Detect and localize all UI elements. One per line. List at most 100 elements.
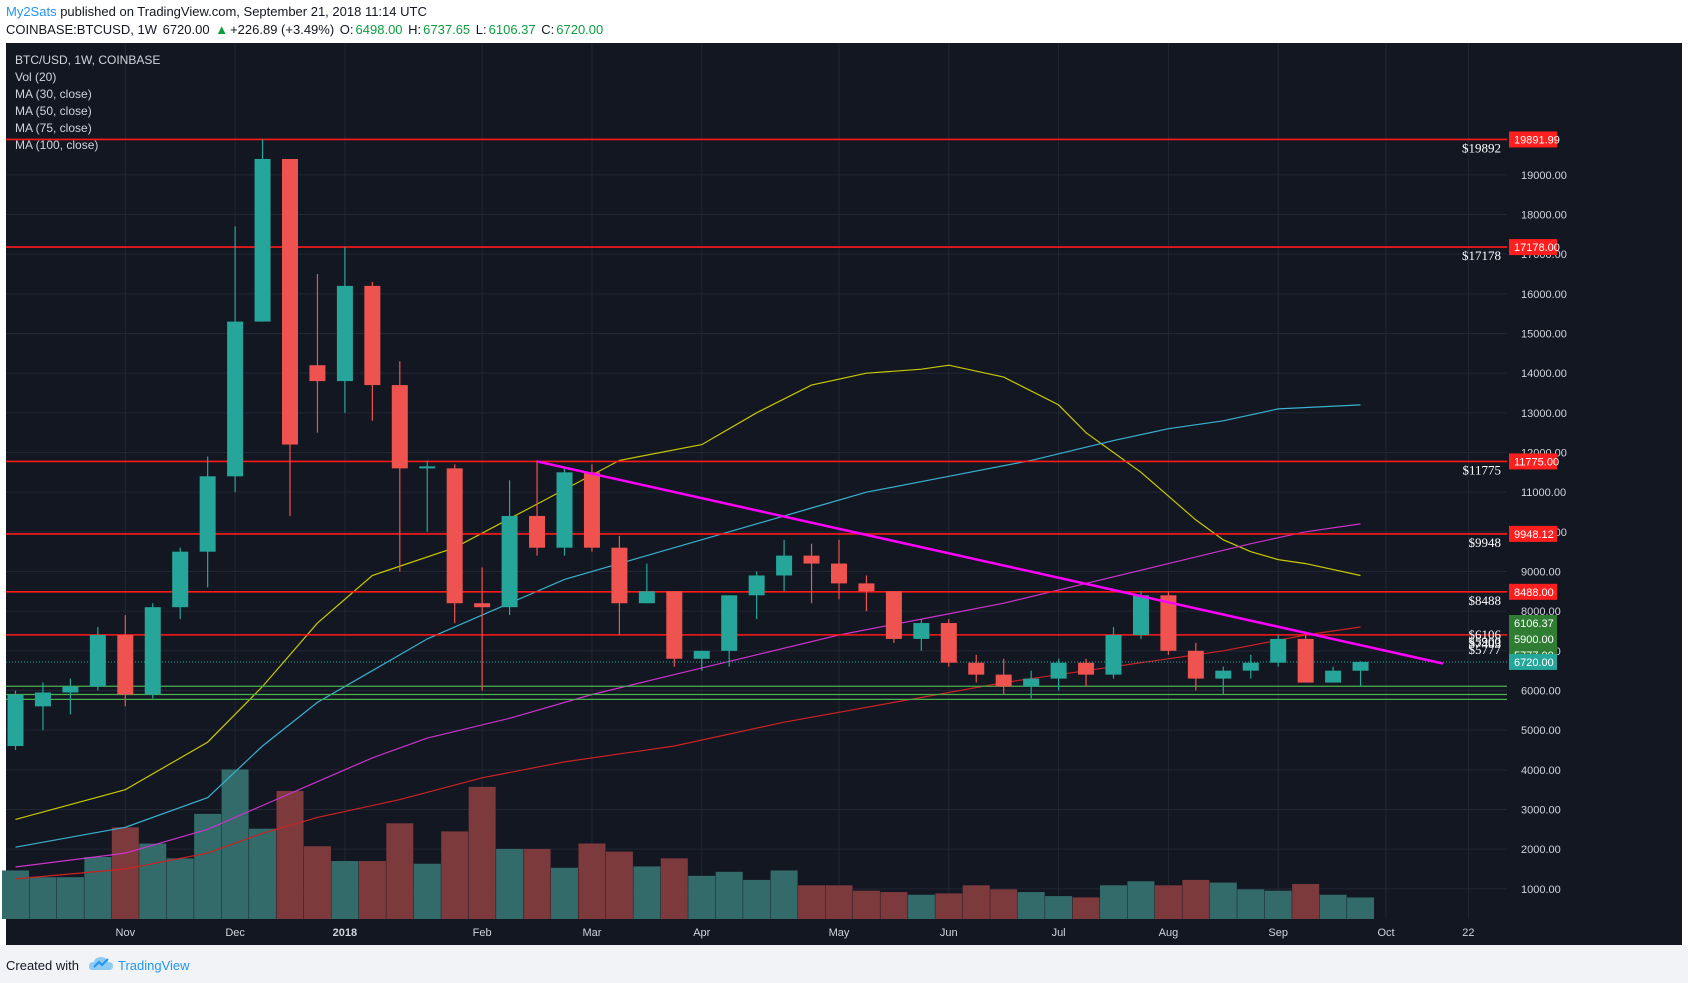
tradingview-brand-link[interactable]: TradingView	[118, 958, 190, 973]
high-value: 6737.65	[423, 22, 471, 37]
time-axis-tick-label: Mar	[582, 927, 601, 939]
legend-volume[interactable]: Vol (20)	[15, 70, 57, 84]
candle-body	[309, 365, 326, 382]
price-chart[interactable]: $19892 $17178 $11775 $9948 $8488 $7403$6106$5…	[0, 43, 1688, 945]
publish-header: My2Sats published on TradingView.com, Se…	[0, 0, 1688, 43]
candle-body	[529, 515, 546, 548]
publish-line: My2Sats published on TradingView.com, Se…	[6, 4, 427, 19]
candle-body	[611, 547, 628, 604]
candle-body	[364, 285, 381, 386]
candle-body	[1352, 661, 1369, 671]
volume-bar	[221, 769, 249, 919]
price-axis-tick-label: 11000.00	[1521, 487, 1566, 499]
candle-body	[172, 551, 189, 608]
candle-body	[254, 158, 271, 322]
price-axis-tick-label: 13000.00	[1521, 408, 1567, 420]
price-axis-tick-label: 5000.00	[1521, 725, 1561, 737]
candle-body	[1215, 670, 1232, 679]
legend-ma50[interactable]: MA (50, close)	[15, 104, 92, 118]
level-price-label: $8488	[1469, 593, 1502, 608]
candle-body	[831, 563, 847, 584]
open-label: O:	[339, 22, 354, 37]
level-price-label: $7403	[1469, 636, 1502, 651]
volume-bar	[551, 867, 578, 919]
candle-body	[1187, 650, 1204, 679]
candle-body	[144, 607, 161, 695]
candle-body	[748, 575, 765, 596]
price-axis-tick-label: 14000.00	[1521, 368, 1567, 380]
volume-bar	[111, 827, 139, 919]
volume-bar	[798, 885, 826, 919]
price-tag: 19891.99	[1514, 134, 1560, 146]
moving-average-line	[15, 626, 1361, 880]
volume-bar	[1292, 883, 1320, 919]
price-tag-bg	[1509, 583, 1557, 600]
price-axis-tick-label: 16000.00	[1521, 289, 1567, 301]
created-with-text: Created with	[6, 958, 79, 973]
candle-body	[62, 686, 79, 693]
volume-bar	[1100, 885, 1127, 919]
volume-bar	[715, 871, 743, 919]
legend-ma75[interactable]: MA (75, close)	[15, 121, 92, 135]
candle-body	[1023, 678, 1040, 687]
trendline	[536, 460, 1444, 665]
volume-bar	[468, 786, 496, 919]
volume-bar	[688, 875, 716, 919]
price-tag-bg	[1509, 615, 1557, 631]
volume-bar	[303, 846, 331, 919]
volume-bar	[633, 866, 661, 919]
volume-bar	[1154, 885, 1182, 919]
candle-body	[7, 694, 24, 747]
volume-bar	[331, 861, 359, 919]
price-axis-tick-label: 6000.00	[1521, 685, 1561, 697]
moving-average-line	[15, 404, 1361, 848]
price-tag: 5900.00	[1514, 634, 1554, 646]
volume-bar	[1072, 897, 1100, 919]
volume-bar	[496, 848, 524, 919]
candle-body	[1270, 638, 1287, 663]
volume-bar	[386, 823, 414, 919]
volume-bar	[413, 863, 441, 919]
volume-bar	[1045, 896, 1073, 919]
candle-body	[282, 158, 298, 445]
volume-bar	[825, 885, 853, 919]
moving-average-line	[15, 523, 1361, 868]
author-link[interactable]: My2Sats	[6, 4, 57, 19]
legend-ma30[interactable]: MA (30, close)	[15, 87, 92, 101]
last-price-tag-bg	[1509, 653, 1557, 670]
candle-body	[1132, 595, 1149, 635]
volume-bar	[441, 831, 469, 919]
candle-body	[556, 472, 573, 548]
level-price-label: $9948	[1469, 535, 1502, 550]
time-axis-tick-label: Oct	[1377, 927, 1394, 939]
volume-bar	[1264, 890, 1292, 919]
candle-body	[336, 285, 353, 382]
price-axis-tick-label: 2000.00	[1521, 844, 1561, 856]
price-tag-bg	[1509, 239, 1557, 256]
tradingview-logo-icon[interactable]	[88, 954, 114, 972]
published-text: published on TradingView.com, September …	[60, 4, 427, 19]
level-price-label: $5777	[1469, 642, 1502, 657]
price-tag-bg	[1509, 525, 1557, 542]
candle-body	[885, 591, 902, 639]
candle-body	[1297, 638, 1314, 683]
volume-bar	[907, 894, 935, 919]
candle-body	[803, 555, 820, 564]
candle-body	[1105, 634, 1122, 675]
last-price: 6720.00	[162, 22, 210, 37]
time-axis-tick-label: Apr	[693, 927, 710, 939]
time-axis-tick-label: Dec	[225, 927, 245, 939]
volume-bar	[1127, 881, 1155, 919]
candle-body	[940, 623, 957, 663]
volume-bar	[962, 885, 990, 919]
time-axis-tick-label: 22	[1462, 927, 1474, 939]
volume-bar	[1017, 892, 1045, 919]
volume-bar	[578, 843, 606, 919]
close-label: C:	[541, 22, 555, 37]
volume-bar	[880, 892, 908, 919]
time-axis-tick-label: Jun	[940, 927, 958, 939]
price-axis-tick-label: 3000.00	[1521, 804, 1561, 816]
legend-ma100[interactable]: MA (100, close)	[15, 138, 99, 152]
level-price-label: $11775	[1462, 462, 1501, 477]
indicator-legend: BTC/USD, 1W, COINBASE Vol (20) MA (30, c…	[15, 52, 160, 154]
